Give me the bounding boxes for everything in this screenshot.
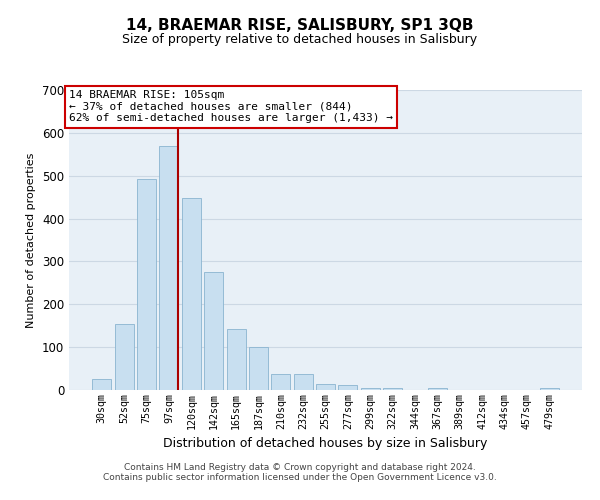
Bar (539, 388, 559, 390)
Bar (249, 347, 268, 390)
Bar (160, 146, 178, 390)
Bar (293, 374, 313, 390)
Bar (182, 198, 201, 390)
Bar (271, 374, 290, 390)
Text: Contains HM Land Registry data © Crown copyright and database right 2024.
Contai: Contains HM Land Registry data © Crown c… (103, 463, 497, 482)
Bar (204, 272, 223, 390)
Bar (137, 178, 156, 390)
Bar (316, 384, 335, 390)
Bar (361, 388, 380, 390)
Bar (428, 388, 447, 390)
Text: 14 BRAEMAR RISE: 105sqm
← 37% of detached houses are smaller (844)
62% of semi-d: 14 BRAEMAR RISE: 105sqm ← 37% of detache… (69, 90, 393, 123)
X-axis label: Distribution of detached houses by size in Salisbury: Distribution of detached houses by size … (163, 437, 488, 450)
Bar (227, 328, 245, 390)
Bar (383, 388, 402, 390)
Text: Size of property relative to detached houses in Salisbury: Size of property relative to detached ho… (122, 32, 478, 46)
Bar (338, 385, 358, 390)
Y-axis label: Number of detached properties: Number of detached properties (26, 152, 37, 328)
Text: 14, BRAEMAR RISE, SALISBURY, SP1 3QB: 14, BRAEMAR RISE, SALISBURY, SP1 3QB (126, 18, 474, 32)
Bar (115, 324, 134, 390)
Bar (92, 380, 112, 390)
